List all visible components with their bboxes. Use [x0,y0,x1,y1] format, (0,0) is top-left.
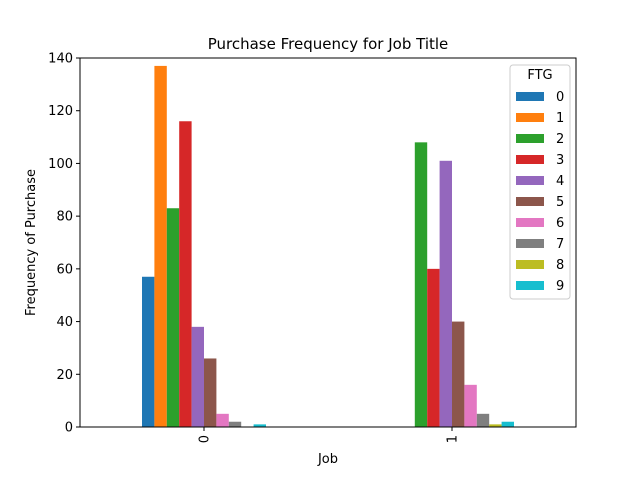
legend-swatch-7 [516,239,544,248]
legend-swatch-9 [516,281,544,290]
x-tick-label: 1 [446,435,461,443]
legend-label-5: 5 [556,195,564,210]
bar-series-3-cat-1 [427,268,440,427]
legend-swatch-1 [516,113,544,122]
legend-label-2: 2 [556,132,564,147]
bar-series-7-cat-0 [228,421,242,427]
bar-series-0-cat-0 [142,276,155,427]
legend-swatch-8 [516,260,544,269]
bar-series-1-cat-0 [154,65,167,428]
bar-series-3-cat-0 [179,121,192,427]
bar-series-2-cat-0 [166,208,180,427]
legend-title: FTG [527,68,552,83]
bar-series-5-cat-1 [452,321,465,427]
bar-series-6-cat-0 [216,413,229,427]
legend-label-4: 4 [556,174,564,189]
legend: FTG 0 1 2 3 4 5 6 7 8 9 [509,64,571,300]
chart-title: Purchase Frequency for Job Title [208,35,449,53]
x-axis-label: Job [317,452,338,467]
legend-swatch-0 [516,92,544,101]
y-tick-label: 80 [56,210,73,225]
legend-label-3: 3 [556,153,564,168]
plot-frame [79,57,577,428]
bar-series-4-cat-0 [191,326,204,427]
bars-layer [142,65,514,428]
y-axis-label: Frequency of Purchase [24,169,39,316]
legend-swatch-4 [516,176,544,185]
legend-swatch-5 [516,197,544,206]
y-tick-label: 0 [65,421,73,436]
legend-label-8: 8 [556,258,564,273]
legend-swatch-3 [516,155,544,164]
legend-swatch-2 [516,134,544,143]
legend-label-0: 0 [556,90,564,105]
bar-series-8-cat-1 [489,424,502,427]
bar-series-4-cat-1 [439,160,452,428]
y-tick-label: 100 [48,157,73,172]
bar-series-9-cat-0 [253,424,266,427]
bar-series-2-cat-1 [414,142,428,428]
bar-series-7-cat-1 [476,413,490,427]
bar-series-9-cat-1 [501,421,514,427]
y-tick-label: 40 [56,315,73,330]
legend-label-9: 9 [556,279,564,294]
bar-series-6-cat-1 [464,384,477,427]
y-tick-label: 140 [48,52,73,67]
bar-series-5-cat-0 [204,358,217,427]
legend-swatch-6 [516,218,544,227]
legend-label-6: 6 [556,216,564,231]
y-tick-label: 120 [48,104,73,119]
legend-label-1: 1 [556,111,564,126]
y-tick-label: 60 [56,262,73,277]
y-tick-label: 20 [56,368,73,383]
legend-label-7: 7 [556,237,564,252]
x-tick-label: 0 [198,435,213,443]
